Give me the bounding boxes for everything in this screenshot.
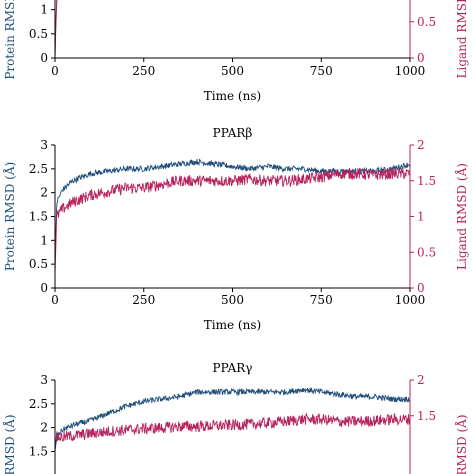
x-tick-label: 500 [221,293,244,307]
left-y-tick-label: 0.5 [29,257,48,271]
left-y-tick-label: 2.5 [29,162,48,176]
left-y-tick-label: 1 [40,233,48,247]
x-tick-label: 500 [221,64,244,78]
x-tick-label: 1000 [395,293,426,307]
x-tick-label: 750 [310,64,333,78]
left-y-tick-label: 2.5 [29,397,48,411]
left-y-tick-label: 1 [40,3,48,17]
ligand-rmsd-series [55,412,410,445]
right-y-tick-label: 2 [417,138,425,152]
left-y-tick-label: 1.5 [29,445,48,459]
left-y-axis-label: RMSD (Å) [2,414,17,474]
x-axis-label: Time (ns) [204,318,261,332]
left-y-tick-label: 2 [40,186,48,200]
protein-rmsd-series [55,387,410,452]
panel-title: PPARβ [213,126,253,140]
left-y-tick-label: 0.5 [29,27,48,41]
x-tick-label: 250 [132,64,155,78]
ligand-rmsd-series [55,167,410,274]
x-tick-label: 750 [310,293,333,307]
right-y-tick-label: 0 [417,51,425,65]
left-y-axis-label: Protein RMSD (Å) [2,162,17,271]
left-y-tick-label: 0 [40,281,48,295]
right-y-tick-label: 1 [417,210,425,224]
panel-title: PPARγ [213,361,253,375]
ligand-rmsd-series [55,0,58,58]
right-y-axis-label: RMSD (Å) [454,414,469,474]
x-tick-label: 0 [51,293,59,307]
left-y-tick-label: 0 [40,51,48,65]
right-y-tick-label: 2 [417,373,425,387]
left-y-tick-label: 3 [40,138,48,152]
chart-panel-3: PPARγ 1.5 2 2.5 3 1.5 2 RMSD (Å) RMSD (Å) [2,361,469,474]
x-tick-label: 250 [132,293,155,307]
x-tick-label: 0 [51,64,59,78]
right-y-tick-label: 0.5 [417,245,436,259]
chart-panel-1: 0 0.5 1 0 0.5 0 250 500 750 1000 Time (ns) Protein … [2,0,469,103]
left-y-tick-label: 3 [40,373,48,387]
x-tick-label: 1000 [395,64,426,78]
right-y-tick-label: 0 [417,281,425,295]
right-y-tick-label: 1.5 [417,174,436,188]
left-y-tick-label: 1.5 [29,210,48,224]
x-axis-label: Time (ns) [204,89,261,103]
right-y-tick-label: 0.5 [417,15,436,29]
right-y-axis-label: Ligand RMSD (Å) [454,0,469,78]
right-y-tick-label: 1.5 [417,409,436,423]
chart-panel-2: PPARβ 0 0.5 1 1.5 2 2.5 3 0 0.5 1 1.5 2 0 250 500 750 100… [2,126,469,332]
right-y-axis-label: Ligand RMSD (Å) [454,163,469,270]
left-y-tick-label: 2 [40,421,48,435]
left-y-axis-label: Protein RMSD (Å) [2,0,17,80]
